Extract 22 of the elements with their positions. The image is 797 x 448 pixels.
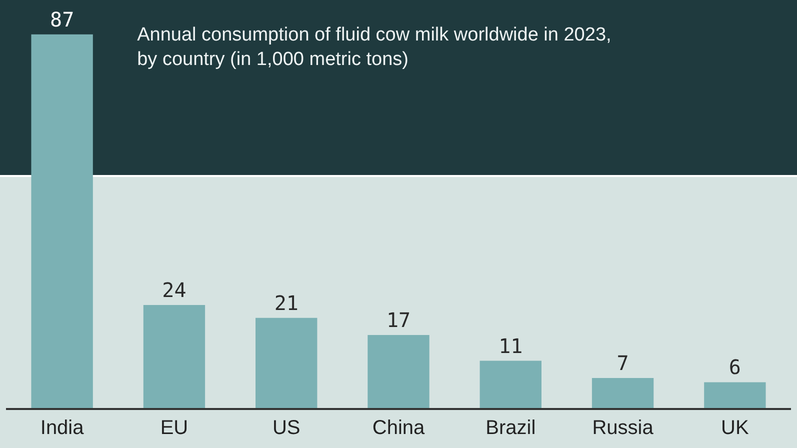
bar [31, 34, 93, 408]
bar [368, 335, 430, 408]
x-tick-label: Brazil [486, 416, 536, 439]
bar [592, 378, 654, 408]
data-label: 87 [50, 7, 74, 32]
x-tick-label: China [372, 416, 426, 439]
x-tick-label: Russia [592, 416, 654, 439]
data-label: 11 [498, 334, 523, 358]
x-tick-label: UK [721, 416, 750, 439]
x-tick-label: US [272, 416, 300, 439]
data-label: 7 [616, 350, 629, 375]
bar [256, 318, 318, 408]
data-label: 21 [274, 290, 298, 315]
data-label: 6 [728, 355, 741, 380]
x-tick-label: EU [160, 416, 188, 439]
bar [143, 304, 206, 408]
bar [480, 360, 542, 408]
bar [704, 382, 766, 408]
data-label: 17 [386, 308, 411, 332]
data-label: 24 [162, 278, 186, 302]
x-tick-label: India [40, 416, 85, 439]
chart-title: Annual consumption of fluid cow milk worldwide in 2023, by country (in 1,000 metric tons) [137, 24, 612, 70]
